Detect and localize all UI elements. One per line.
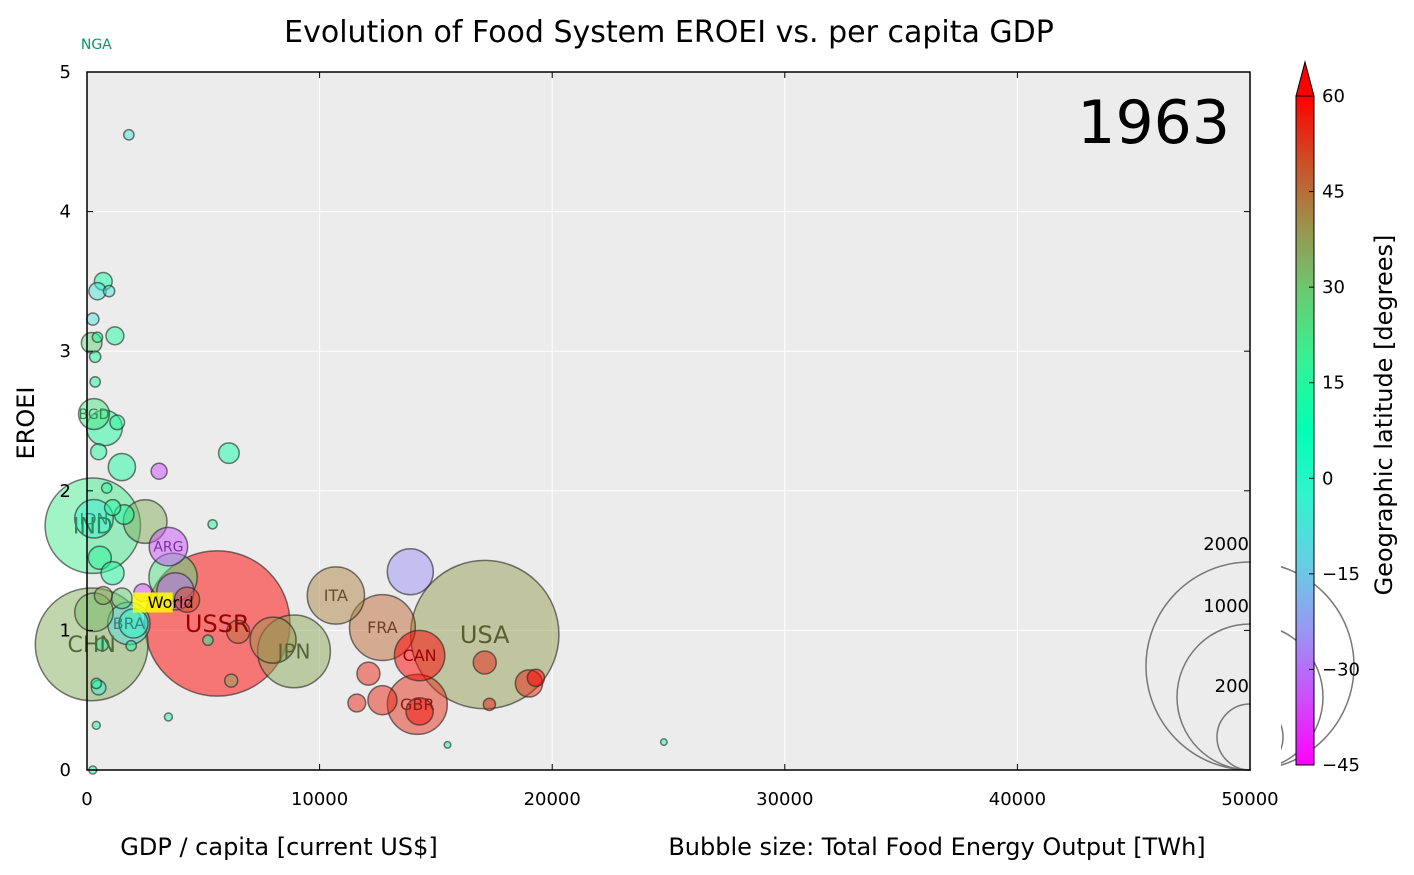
bubble bbox=[89, 376, 102, 388]
point-label-bgd: BGD bbox=[78, 407, 109, 423]
bubble bbox=[526, 668, 546, 688]
point-label-can: CAN bbox=[403, 646, 437, 665]
colorbar-tick-label: 60 bbox=[1322, 86, 1345, 107]
world-marker bbox=[132, 592, 173, 613]
point-label-world: World bbox=[148, 593, 194, 612]
colorbar-tick-label: −15 bbox=[1322, 564, 1360, 585]
y-tick-label: 0 bbox=[60, 760, 71, 781]
bubble bbox=[107, 452, 137, 482]
bubble bbox=[405, 697, 434, 726]
bubble bbox=[89, 442, 108, 461]
point-label-chn: CHN bbox=[67, 633, 115, 658]
point-label-nga: NGA bbox=[81, 37, 112, 53]
colorbar-tick-label: −45 bbox=[1322, 755, 1360, 776]
plot-right-mask bbox=[1251, 67, 1281, 775]
bubble-idn bbox=[73, 498, 114, 539]
bubble bbox=[90, 677, 103, 690]
x-tick-label: 10000 bbox=[291, 789, 348, 810]
x-axis-label: GDP / capita [current US$] bbox=[120, 833, 437, 861]
y-tick-label: 1 bbox=[60, 620, 71, 641]
bubble bbox=[356, 661, 381, 686]
axes: 0 10000 20000 30000 40000 50000 0 1 2 3 4 5 bbox=[60, 62, 1279, 810]
bubble bbox=[109, 414, 126, 431]
y-axis-label: EROEI bbox=[12, 387, 40, 460]
point-label-bra: BRA bbox=[113, 614, 145, 633]
colorbar: 60 45 30 15 0 −15 −30 −45 bbox=[1295, 60, 1360, 776]
point-label-usa: USA bbox=[460, 621, 510, 649]
bubble-size-label: Bubble size: Total Food Energy Output [T… bbox=[668, 833, 1205, 861]
bubble bbox=[91, 331, 104, 344]
bubble bbox=[122, 128, 135, 141]
point-label-jpn: JPN bbox=[276, 639, 311, 663]
colorbar-tick-label: −30 bbox=[1322, 659, 1360, 680]
bubble bbox=[93, 585, 113, 606]
bubble bbox=[347, 693, 367, 713]
point-label-ita: ITA bbox=[324, 586, 348, 605]
point-label-arg: ARG bbox=[153, 540, 183, 556]
point-label-gbr: GBR bbox=[400, 695, 435, 714]
y-tick-label: 3 bbox=[60, 341, 71, 362]
bubble bbox=[110, 587, 133, 610]
bubble bbox=[173, 586, 201, 614]
point-label-layer: NGABGDIDNINDARGWorldBRACHNUSSRJPNITAFRAC… bbox=[67, 37, 510, 714]
point-label-fra: FRA bbox=[367, 618, 398, 637]
colorbar-tick-label: 30 bbox=[1322, 277, 1345, 298]
bubble bbox=[386, 548, 435, 596]
point-label-ind: IND bbox=[73, 514, 113, 539]
plot-border bbox=[86, 71, 1251, 771]
bubble bbox=[249, 616, 297, 664]
bubble bbox=[103, 498, 122, 517]
size-legend-label: 1000 bbox=[1203, 596, 1249, 617]
bubble bbox=[367, 684, 398, 716]
colorbar-label: Geographic latitude [degrees] bbox=[1370, 235, 1398, 596]
bubble bbox=[102, 284, 116, 298]
bubble bbox=[225, 619, 251, 645]
bubble bbox=[163, 712, 174, 722]
year-label: 1963 bbox=[1077, 88, 1230, 158]
bubble bbox=[125, 639, 138, 652]
bubble bbox=[85, 312, 100, 326]
x-tick-label: 20000 bbox=[524, 789, 581, 810]
bubble bbox=[105, 326, 125, 346]
size-legend-label: 2000 bbox=[1203, 534, 1249, 555]
bubble bbox=[659, 738, 668, 747]
bubble bbox=[217, 442, 240, 465]
bubble-ita bbox=[306, 566, 366, 625]
bubble bbox=[150, 462, 168, 480]
bubble bbox=[94, 637, 110, 652]
bubble-can bbox=[393, 629, 446, 682]
bubble bbox=[88, 350, 102, 364]
bubble bbox=[100, 482, 113, 494]
y-tick-label: 4 bbox=[60, 202, 71, 223]
y-tick-label: 2 bbox=[60, 481, 71, 502]
colorbar-gradient bbox=[1295, 95, 1315, 766]
y-tick-label: 5 bbox=[60, 62, 71, 83]
colorbar-tick-label: 0 bbox=[1322, 468, 1333, 489]
bubble bbox=[202, 634, 214, 647]
bubble bbox=[100, 560, 125, 586]
colorbar-extend-arrow bbox=[1295, 60, 1315, 97]
colorbar-tick-label: 45 bbox=[1322, 182, 1345, 203]
colorbar-tick-label: 15 bbox=[1322, 373, 1345, 394]
bubble bbox=[482, 697, 497, 712]
x-tick-label: 40000 bbox=[989, 789, 1046, 810]
bubble bbox=[443, 740, 452, 749]
bubble bbox=[207, 518, 218, 530]
x-tick-label: 50000 bbox=[1221, 789, 1278, 810]
plot-frame bbox=[86, 71, 1251, 771]
bubble bbox=[91, 720, 102, 731]
point-label-ussr: USSR bbox=[185, 610, 250, 638]
bubble bbox=[223, 673, 239, 688]
x-tick-label: 30000 bbox=[756, 789, 813, 810]
bubble bbox=[472, 650, 497, 675]
chart-title: Evolution of Food System EROEI vs. per c… bbox=[284, 15, 1054, 50]
bubble-layer bbox=[34, 128, 668, 775]
size-legend-label: 200 bbox=[1215, 676, 1249, 697]
bubble-arg bbox=[148, 526, 189, 567]
x-tick-label: 0 bbox=[81, 789, 92, 810]
